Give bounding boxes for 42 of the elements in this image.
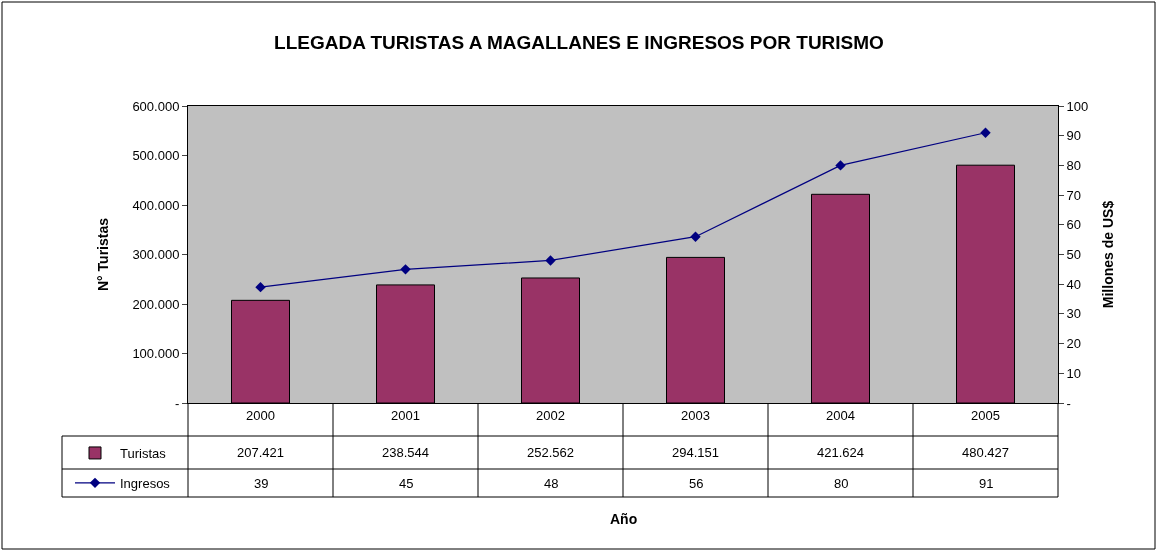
y-tick-label: - (175, 395, 180, 411)
data-label: 294.151 (672, 445, 719, 460)
y2-tick-label: 30 (1066, 306, 1082, 322)
chart-title: LLEGADA TURISTAS A MAGALLANES E INGRESOS POR TURISMO (274, 31, 884, 53)
y2-tick-label: 60 (1066, 217, 1082, 233)
data-label: 480.427 (962, 445, 1009, 460)
y-tick-label: 300.000 (132, 247, 180, 263)
data-label: 91 (979, 476, 994, 491)
legend-label: Ingresos (120, 475, 171, 491)
y2-tick-label: 50 (1066, 247, 1082, 263)
y2-axis-title: Millones de US$ (1099, 200, 1116, 309)
data-label: 252.562 (527, 445, 574, 460)
y2-tick-label: 40 (1066, 276, 1082, 292)
x-tick-label: 2004 (826, 407, 855, 423)
text: Año (610, 511, 638, 527)
y-tick-label: 100.000 (132, 346, 180, 362)
data-label: 39 (254, 476, 269, 491)
y-axis-title: N° Turistas (95, 217, 111, 292)
y-tick-label: 400.000 (132, 197, 180, 213)
x-tick-label: 2003 (681, 407, 710, 423)
y2-tick-label: 80 (1066, 157, 1082, 173)
y2-tick-label: - (1066, 395, 1071, 411)
data-label: 80 (834, 476, 849, 491)
y2-tick-label: 70 (1066, 187, 1082, 203)
x-tick-label: 2001 (391, 407, 420, 423)
data-label: 421.624 (817, 445, 864, 460)
data-label: 45 (399, 476, 414, 491)
x-tick-label: 2000 (246, 407, 275, 423)
y-tick-label: 600.000 (132, 98, 180, 114)
y2-tick-label: 90 (1066, 128, 1082, 144)
y-tick-label: 500.000 (132, 148, 180, 164)
y-tick-label: 200.000 (132, 296, 180, 312)
data-label: 48 (544, 476, 559, 491)
y2-tick-label: 100 (1066, 98, 1089, 114)
data-label: 207.421 (237, 445, 284, 460)
data-label: 56 (689, 476, 704, 491)
data-label: 238.544 (382, 445, 429, 460)
legend-label: Turistas (120, 446, 167, 462)
y2-tick-label: 10 (1066, 365, 1082, 381)
x-tick-label: 2005 (971, 407, 1000, 423)
y2-tick-label: 20 (1066, 336, 1082, 352)
x-tick-label: 2002 (536, 407, 565, 423)
